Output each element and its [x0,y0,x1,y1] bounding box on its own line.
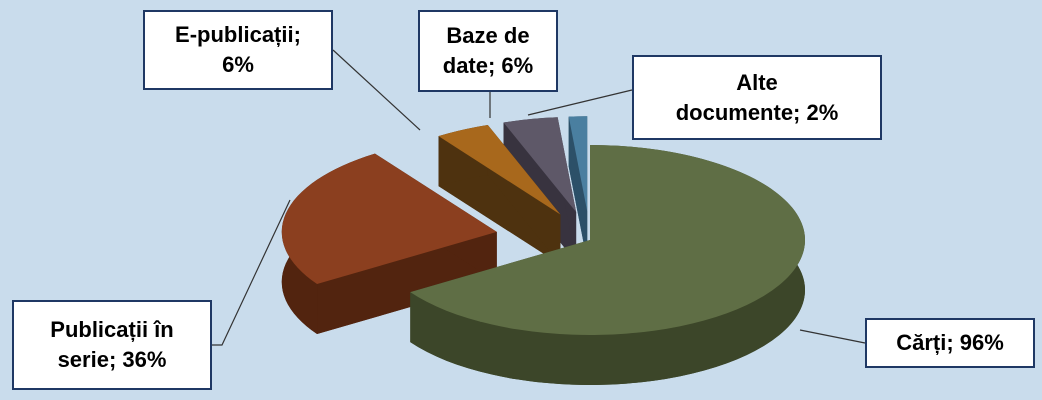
data-label: Alte documente; 2% [632,55,882,140]
pie-slice [568,116,588,262]
pie-slice [438,125,561,265]
leader-lines [212,49,866,346]
data-label: Publicații în serie; 36% [12,300,212,390]
leader-line [332,49,421,131]
slice-top [503,117,577,212]
leader-line [527,89,633,116]
leader-line [212,199,291,346]
slice-top [438,125,561,215]
slice-top [410,145,805,335]
slice-radial-wall [317,231,497,335]
pie-slice [281,153,497,335]
pie-slice [410,145,805,385]
data-label: Baze de date; 6% [418,10,558,92]
slice-top [568,116,588,212]
slice-top [281,153,497,285]
data-label: E-publicații; 6% [143,10,333,90]
data-label: Cărți; 96% [865,318,1035,368]
leader-line [799,329,866,344]
